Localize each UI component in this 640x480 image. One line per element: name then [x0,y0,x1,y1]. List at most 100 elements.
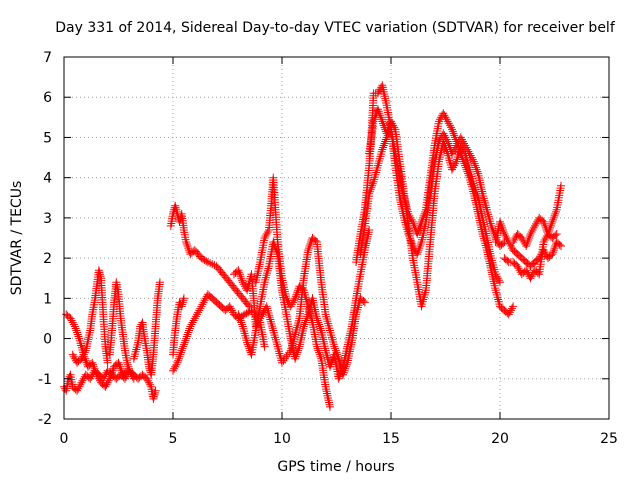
data-point-marker [177,346,186,355]
data-point-marker [449,129,458,138]
data-point-marker [376,111,385,120]
data-point-marker [527,228,536,236]
data-point-marker [182,240,191,248]
data-point-marker [528,226,537,234]
data-point-marker [496,219,505,228]
data-point-marker [557,242,565,250]
data-point-marker [448,125,456,134]
y-axis-label: SDTVAR / TECUs [9,181,25,296]
data-point-marker [326,402,334,411]
x-tick-label: 0 [60,431,69,447]
data-point-marker [467,153,476,162]
data-point-marker [498,223,507,232]
data-point-marker [539,217,548,226]
y-tick-label: -2 [38,412,52,428]
data-point-marker [378,117,387,126]
data-point-marker [496,217,504,226]
data-point-marker [202,257,211,266]
data-point-marker [542,226,551,234]
data-point-marker [368,181,377,190]
sat-trace-n [365,105,504,311]
data-point-marker [413,230,422,238]
data-point-marker [315,322,324,331]
data-point-marker [242,309,251,318]
data-point-marker [316,352,325,361]
axis-ticks [63,56,610,420]
data-point-marker [73,328,82,337]
data-point-marker [177,302,186,311]
data-point-marker [473,167,482,176]
data-point-marker [260,342,269,351]
data-point-marker [291,292,300,301]
data-point-marker [503,256,512,265]
sat-trace-e [129,278,164,379]
data-point-marker [180,338,189,347]
data-point-marker [235,270,244,279]
data-point-marker [108,368,116,377]
axis-tick-labels: 0 5 10 15 20 25 -2 -1 0 1 2 3 4 5 6 7 [38,50,618,447]
data-point-marker [546,251,555,260]
data-point-marker [408,240,417,248]
data-point-marker [89,360,98,369]
data-point-marker [95,268,104,277]
data-point-marker [469,157,478,166]
data-point-marker [175,352,184,361]
data-point-marker [450,131,459,140]
data-point-marker [182,334,191,343]
data-point-marker [408,217,417,226]
y-tick-label: 4 [43,171,52,187]
data-point-marker [106,372,115,381]
data-point-marker [442,115,451,124]
data-point-marker [265,313,274,322]
data-point-marker [551,209,560,218]
data-point-marker [335,372,344,381]
data-point-marker [413,250,422,259]
data-point-marker [185,326,193,335]
data-point-marker [448,127,457,136]
data-point-marker [435,137,443,146]
data-point-marker [305,242,314,250]
data-point-marker [469,181,478,190]
data-point-marker [414,246,423,255]
data-point-marker [311,236,320,245]
data-point-marker [376,113,385,122]
data-point-marker [552,240,560,248]
data-point-marker [244,300,252,309]
sat-trace-k [251,173,334,411]
x-tick-label: 10 [273,431,291,447]
data-point-marker [126,368,135,377]
sat-trace-i [230,266,260,331]
data-point-marker [373,105,382,114]
data-point-marker [290,296,298,305]
data-point-marker [184,244,193,253]
data-point-marker [549,213,558,222]
data-point-marker [525,234,534,242]
sat-trace-d [105,278,138,383]
data-point-marker [456,133,465,142]
data-point-marker [447,123,455,132]
data-point-marker [316,324,325,333]
data-point-marker [341,364,350,373]
data-point-marker [115,360,124,369]
data-point-marker [334,352,342,361]
data-point-marker [552,207,560,216]
data-point-marker [547,219,556,228]
data-point-marker [445,141,454,150]
data-point-marker [533,268,542,277]
data-point-marker [440,131,449,140]
x-tick-label: 15 [382,431,400,447]
data-point-marker [551,231,560,240]
data-point-marker [359,297,368,305]
data-point-marker [179,342,188,351]
data-point-marker [471,161,480,170]
data-point-marker [282,294,291,303]
data-point-marker [306,240,315,248]
data-point-marker [378,145,387,154]
data-point-marker [369,117,378,126]
data-point-marker [494,276,503,285]
data-point-marker [198,300,207,309]
data-point-marker [406,236,415,244]
data-point-marker [315,348,324,357]
data-point-marker [505,240,514,248]
data-point-marker [182,238,191,246]
